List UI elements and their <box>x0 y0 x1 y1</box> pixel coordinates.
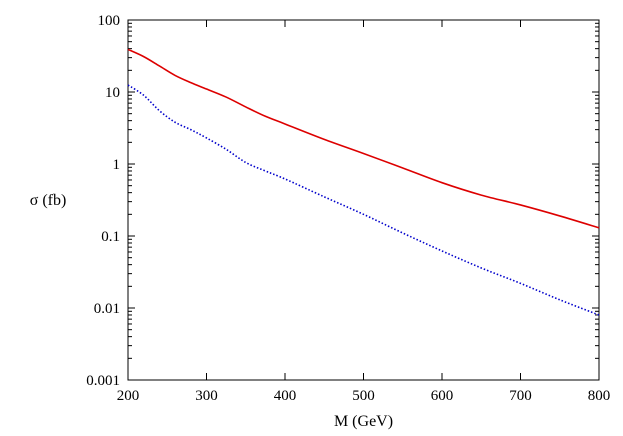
x-tick-label: 600 <box>431 388 454 404</box>
y-tick-label: 1 <box>113 157 121 173</box>
y-axis-label: σ (fb) <box>30 192 67 209</box>
x-tick-label: 400 <box>274 388 297 404</box>
x-tick-label: 500 <box>352 388 375 404</box>
x-tick-label: 200 <box>117 388 140 404</box>
plot-frame <box>127 19 600 381</box>
y-tick-label: 100 <box>98 13 121 29</box>
x-tick-label: 300 <box>195 388 218 404</box>
series-line-dotted <box>127 84 600 316</box>
y-tick-label: 0.001 <box>86 373 120 389</box>
x-axis-label: M (GeV) <box>334 413 393 430</box>
series-line-solid <box>127 48 600 229</box>
axis-ticks: 200 300 400 500 600 700 800 0.001 0.01 0.1 1 10 100 <box>86 13 610 404</box>
y-tick-label: 0.1 <box>101 229 120 245</box>
x-tick-label: 700 <box>509 388 532 404</box>
y-tick-label: 10 <box>105 85 120 101</box>
x-tick-label: 800 <box>588 388 611 404</box>
y-tick-label: 0.01 <box>94 301 120 317</box>
series-group <box>127 48 600 316</box>
